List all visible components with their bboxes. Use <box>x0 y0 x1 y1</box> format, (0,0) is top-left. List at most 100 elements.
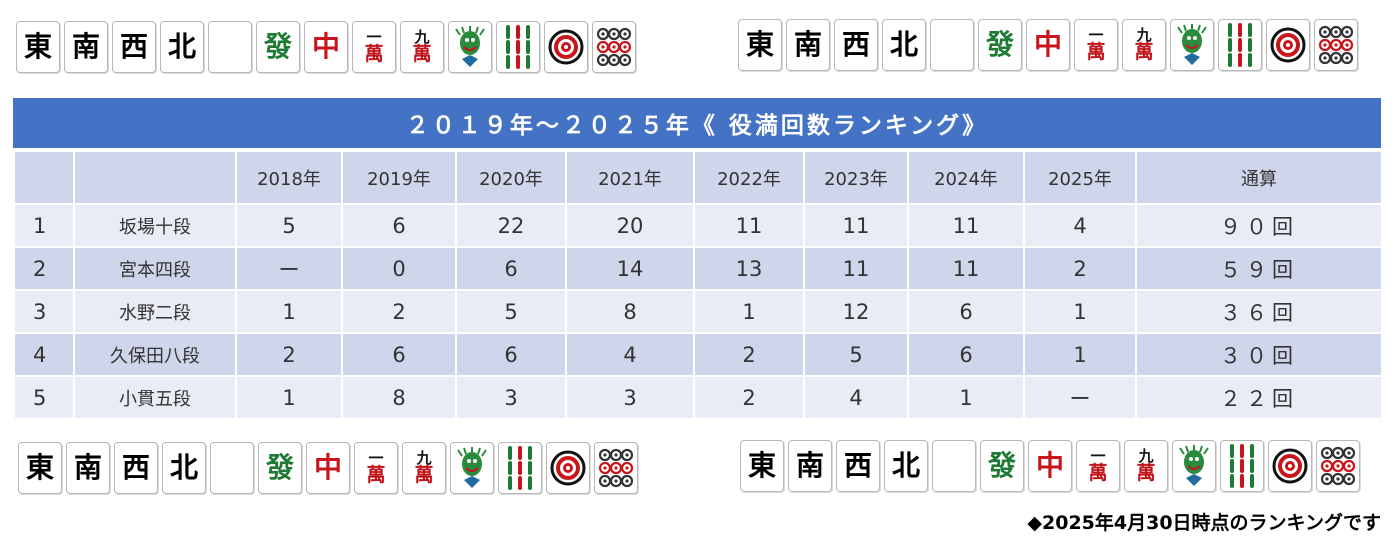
nine-man-tile: 九萬 <box>402 442 446 494</box>
green-dragon-icon: 發 <box>265 451 294 484</box>
nine-sou-bamboo-icon <box>1230 444 1254 488</box>
year-count-cell: 14 <box>565 246 695 291</box>
east-wind-icon: 東 <box>23 30 52 63</box>
one-sou-tile <box>1172 440 1216 492</box>
one-pin-circle-icon <box>1270 27 1306 63</box>
year-count-cell: 11 <box>803 246 909 291</box>
red-dragon-tile: 中 <box>1028 440 1072 492</box>
year-count-cell: 11 <box>907 246 1025 291</box>
east-tile: 東 <box>16 21 60 73</box>
player-name-cell: 宮本四段 <box>73 246 237 291</box>
red-dragon-tile: 中 <box>306 442 350 494</box>
year-count-cell: 3 <box>565 375 695 420</box>
north-wind-icon: 北 <box>889 28 918 61</box>
rank-cell: 4 <box>13 332 75 377</box>
table-row: 3 水野二段 1 2 5 8 1 12 6 1 ３６回 <box>13 289 1383 334</box>
year-count-cell: 2 <box>1023 246 1137 291</box>
year-count-cell: 1 <box>1023 289 1137 334</box>
table-header-row: 2018年 2019年 2020年 2021年 2022年 2023年 2024… <box>13 150 1383 205</box>
green-dragon-tile: 發 <box>978 19 1022 71</box>
nine-man-tile: 九萬 <box>1122 19 1166 71</box>
one-man-icon: 一萬 <box>366 449 386 486</box>
header-year: 2022年 <box>693 150 805 205</box>
red-dragon-icon: 中 <box>1035 449 1064 482</box>
year-count-cell: 1 <box>235 375 343 420</box>
north-tile: 北 <box>884 440 928 492</box>
year-count-cell: 22 <box>455 203 567 248</box>
year-count-cell: 5 <box>235 203 343 248</box>
year-count-cell: 5 <box>455 289 567 334</box>
east-wind-icon: 東 <box>25 451 54 484</box>
south-tile: 南 <box>64 21 108 73</box>
year-count-cell: 6 <box>341 203 457 248</box>
one-pin-circle-icon <box>1272 448 1308 484</box>
one-sou-tile <box>450 442 494 494</box>
nine-man-icon: 九萬 <box>1134 26 1154 63</box>
one-sou-tile <box>1170 19 1214 71</box>
nine-man-icon: 九萬 <box>1136 447 1156 484</box>
south-wind-icon: 南 <box>73 451 102 484</box>
nine-pin-tile <box>1314 19 1358 71</box>
nine-man-tile: 九萬 <box>1124 440 1168 492</box>
nine-pin-circles-icon <box>598 448 634 488</box>
red-dragon-tile: 中 <box>304 21 348 73</box>
west-wind-icon: 西 <box>121 451 150 484</box>
one-man-tile: 一萬 <box>352 21 396 73</box>
one-man-icon: 一萬 <box>364 28 384 65</box>
west-tile: 西 <box>834 19 878 71</box>
nine-sou-tile <box>498 442 542 494</box>
nine-pin-tile <box>592 21 636 73</box>
year-count-cell: 6 <box>455 332 567 377</box>
player-name-cell: 小貫五段 <box>73 375 237 420</box>
nine-man-icon: 九萬 <box>412 28 432 65</box>
total-cell: ５９回 <box>1135 246 1383 291</box>
year-count-cell: 6 <box>455 246 567 291</box>
tile-row-bottom-right: 東 南 西 北 發 中 一萬 九萬 <box>740 440 1360 492</box>
one-sou-bird-icon <box>1177 24 1207 65</box>
white-dragon-tile <box>210 442 254 494</box>
south-wind-icon: 南 <box>795 449 824 482</box>
nine-pin-tile <box>1316 440 1360 492</box>
north-tile: 北 <box>162 442 206 494</box>
green-dragon-icon: 發 <box>985 28 1014 61</box>
rank-cell: 5 <box>13 375 75 420</box>
one-sou-bird-icon <box>457 447 487 488</box>
east-tile: 東 <box>18 442 62 494</box>
south-wind-icon: 南 <box>793 28 822 61</box>
header-year: 2024年 <box>907 150 1025 205</box>
west-wind-icon: 西 <box>843 449 872 482</box>
green-dragon-tile: 發 <box>258 442 302 494</box>
player-name-cell: 水野二段 <box>73 289 237 334</box>
header-year: 2018年 <box>235 150 343 205</box>
one-man-tile: 一萬 <box>1074 19 1118 71</box>
year-count-cell: 1 <box>907 375 1025 420</box>
one-pin-circle-icon <box>550 450 586 486</box>
south-wind-icon: 南 <box>71 30 100 63</box>
nine-sou-tile <box>1218 19 1262 71</box>
total-cell: ２２回 <box>1135 375 1383 420</box>
year-count-cell: 4 <box>803 375 909 420</box>
red-dragon-icon: 中 <box>313 451 342 484</box>
white-dragon-tile <box>930 19 974 71</box>
header-year: 2023年 <box>803 150 909 205</box>
one-pin-circle-icon <box>548 29 584 65</box>
one-pin-tile <box>546 442 590 494</box>
green-dragon-icon: 發 <box>263 30 292 63</box>
tile-row-bottom-left: 東 南 西 北 發 中 一萬 九萬 <box>18 442 638 494</box>
table-row: 2 宮本四段ー 0 6 14 13 11 11 2 ５９回 <box>13 246 1383 291</box>
nine-sou-bamboo-icon <box>506 25 530 69</box>
year-count-cell: 6 <box>907 332 1025 377</box>
year-count-cell: 3 <box>455 375 567 420</box>
header-total: 通算 <box>1135 150 1383 205</box>
year-count-cell: 1 <box>235 289 343 334</box>
west-tile: 西 <box>112 21 156 73</box>
east-wind-icon: 東 <box>745 28 774 61</box>
south-tile: 南 <box>786 19 830 71</box>
nine-sou-tile <box>1220 440 1264 492</box>
nine-pin-tile <box>594 442 638 494</box>
north-wind-icon: 北 <box>167 30 196 63</box>
red-dragon-icon: 中 <box>311 30 340 63</box>
west-wind-icon: 西 <box>119 30 148 63</box>
year-count-cell: 1 <box>693 289 805 334</box>
north-wind-icon: 北 <box>891 449 920 482</box>
